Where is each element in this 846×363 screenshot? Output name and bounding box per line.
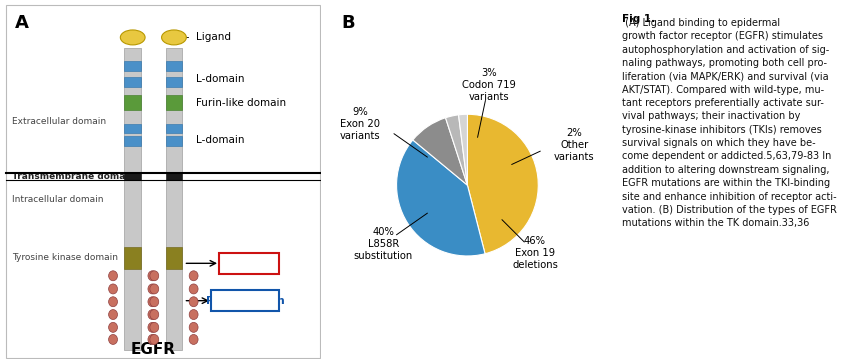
FancyBboxPatch shape [212,290,279,311]
Text: Proliferation: Proliferation [206,296,285,306]
Text: Tyrosine kinase domain: Tyrosine kinase domain [12,253,118,262]
Circle shape [148,284,157,294]
Circle shape [108,284,118,294]
Bar [166,95,182,110]
Text: EGFR: EGFR [131,342,176,356]
Text: Survival: Survival [224,258,275,269]
Bar [124,95,141,110]
Circle shape [108,310,118,319]
Circle shape [108,322,118,333]
Text: Transmembrane domain: Transmembrane domain [12,172,135,181]
Bar [166,77,182,87]
Bar [124,123,141,134]
Bar [124,61,141,71]
Ellipse shape [162,30,186,45]
Circle shape [190,284,198,294]
Circle shape [148,271,157,281]
Bar [124,247,141,269]
Circle shape [150,271,159,281]
Bar [166,123,182,134]
Bar [166,180,182,351]
Circle shape [190,310,198,319]
Circle shape [148,322,157,333]
Text: 40%
L858R
substitution: 40% L858R substitution [354,227,413,261]
Text: Fig 1.: Fig 1. [623,14,656,24]
Bar [124,180,141,351]
Text: L-domain: L-domain [196,135,244,144]
Circle shape [148,334,157,344]
Bar [166,247,182,269]
Bar [124,48,141,172]
Text: Ligand: Ligand [196,32,231,42]
Bar [124,136,141,146]
Circle shape [190,297,198,307]
Circle shape [150,310,159,319]
Wedge shape [446,115,467,185]
Bar [166,61,182,71]
Circle shape [148,310,157,319]
Wedge shape [413,118,467,185]
Circle shape [108,271,118,281]
Bar [124,172,141,180]
Circle shape [150,334,159,344]
Circle shape [190,334,198,344]
Bar [166,136,182,146]
Text: 46%
Exon 19
deletions: 46% Exon 19 deletions [512,236,558,270]
Circle shape [150,284,159,294]
Wedge shape [467,114,538,254]
Text: (A) Ligand binding to epidermal
growth factor receptor (EGFR) stimulates
autopho: (A) Ligand binding to epidermal growth f… [623,18,838,228]
Circle shape [190,322,198,333]
Circle shape [190,271,198,281]
Text: 2%
Other
variants: 2% Other variants [554,128,595,162]
FancyBboxPatch shape [219,253,279,274]
Text: Extracellular domain: Extracellular domain [12,117,107,126]
Wedge shape [459,114,468,185]
Circle shape [108,334,118,344]
Text: 3%
Codon 719
variants: 3% Codon 719 variants [462,68,516,102]
Circle shape [150,322,159,333]
Bar [166,172,182,180]
Circle shape [148,297,157,307]
Text: L-domain: L-domain [196,74,244,84]
Bar [124,77,141,87]
Text: 9%
Exon 20
variants: 9% Exon 20 variants [340,107,381,141]
Text: Intracellular domain: Intracellular domain [12,195,104,204]
Ellipse shape [120,30,146,45]
Text: A: A [15,13,30,32]
Text: B: B [341,13,355,32]
Circle shape [150,297,159,307]
Bar [166,48,182,172]
Wedge shape [397,140,485,256]
Text: Furin-like domain: Furin-like domain [196,98,286,108]
Circle shape [108,297,118,307]
